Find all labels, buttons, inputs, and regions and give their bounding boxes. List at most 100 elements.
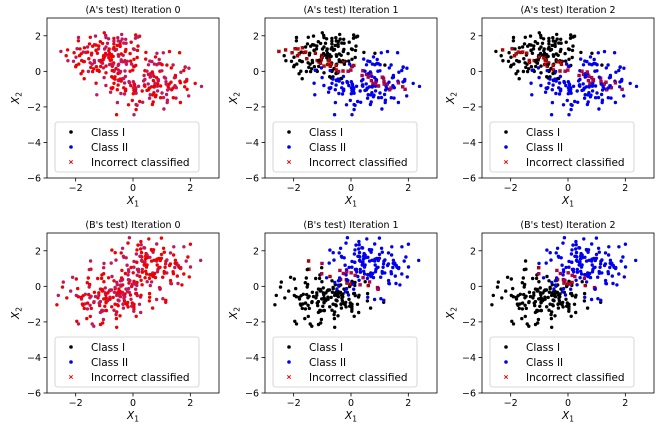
data-point [366, 255, 370, 259]
data-point [628, 81, 632, 86]
incorrect-marker [566, 270, 571, 275]
data-point [373, 263, 377, 267]
data-point [574, 293, 578, 297]
data-point [509, 55, 513, 59]
data-point [397, 70, 401, 74]
data-point [318, 41, 323, 46]
data-point [108, 90, 113, 94]
data-point [132, 64, 136, 69]
data-point [284, 59, 288, 63]
data-point [554, 251, 558, 255]
data-point [146, 63, 151, 67]
data-point [171, 253, 176, 257]
data-point [363, 280, 367, 284]
data-point [542, 51, 547, 56]
data-point [365, 299, 370, 303]
legend-label: Class I [309, 127, 343, 139]
data-point [120, 246, 125, 250]
data-point [362, 57, 366, 61]
data-point [287, 289, 291, 293]
data-point [396, 100, 401, 105]
data-point [123, 89, 128, 93]
data-point [561, 103, 566, 107]
data-point [550, 280, 554, 285]
data-point [349, 92, 353, 96]
data-point [543, 90, 548, 94]
chart-title: (A's test) Iteration 2 [520, 5, 615, 16]
data-point [120, 32, 124, 37]
data-point [603, 251, 608, 255]
y-tick-label: −4 [245, 138, 259, 149]
data-point [348, 304, 352, 308]
data-point [618, 65, 622, 70]
data-point [504, 289, 508, 293]
data-point [74, 293, 79, 298]
data-point [383, 271, 387, 275]
data-point [303, 307, 308, 311]
data-point [142, 73, 146, 78]
x-axis-label: X1 [126, 410, 139, 424]
data-point [93, 294, 98, 299]
data-point [386, 262, 391, 266]
data-point [592, 61, 596, 66]
data-point [165, 258, 169, 262]
data-point [571, 44, 575, 48]
data-point [378, 69, 382, 73]
data-point [336, 314, 340, 318]
data-point [124, 256, 128, 260]
data-point [159, 256, 164, 260]
data-point [184, 259, 188, 263]
data-point [582, 96, 587, 100]
data-point [140, 270, 145, 274]
data-point [600, 271, 604, 275]
data-point [528, 34, 533, 38]
data-point [356, 274, 360, 279]
data-point [123, 74, 128, 79]
data-point [148, 74, 153, 79]
data-point [365, 291, 370, 296]
data-point [564, 297, 568, 301]
data-points [494, 31, 639, 117]
data-point [182, 68, 186, 73]
data-point [387, 66, 391, 70]
data-point [510, 319, 514, 323]
data-point [135, 260, 139, 264]
y-tick-label: 2 [35, 31, 41, 42]
data-point [305, 292, 309, 297]
legend-box [272, 121, 418, 173]
data-point [321, 51, 326, 56]
data-point [590, 51, 594, 55]
legend-marker [68, 374, 74, 380]
data-point [357, 310, 361, 315]
data-point [111, 54, 115, 59]
incorrect-marker [554, 268, 559, 273]
data-point [551, 36, 555, 40]
data-point [87, 42, 92, 46]
data-point [148, 93, 152, 97]
data-point [124, 41, 128, 45]
data-point [307, 65, 311, 70]
data-point [173, 84, 177, 88]
data-point [590, 257, 594, 261]
data-point [116, 63, 120, 68]
data-point [107, 47, 111, 51]
data-point [152, 85, 156, 89]
data-point [541, 291, 545, 295]
data-point [297, 72, 301, 76]
data-point [322, 71, 326, 75]
data-point [366, 295, 370, 299]
data-point [80, 58, 84, 63]
data-point [132, 309, 136, 313]
data-point [341, 74, 346, 79]
data-point [353, 260, 357, 264]
data-point [344, 273, 348, 277]
data-point [373, 242, 377, 246]
data-point [342, 62, 347, 66]
legend-label: Class II [91, 357, 128, 369]
data-point [532, 301, 536, 305]
data-point [569, 107, 573, 112]
data-point [496, 280, 500, 284]
data-point [153, 275, 158, 280]
x-tick-label: −2 [504, 398, 518, 409]
legend-box [272, 336, 418, 388]
